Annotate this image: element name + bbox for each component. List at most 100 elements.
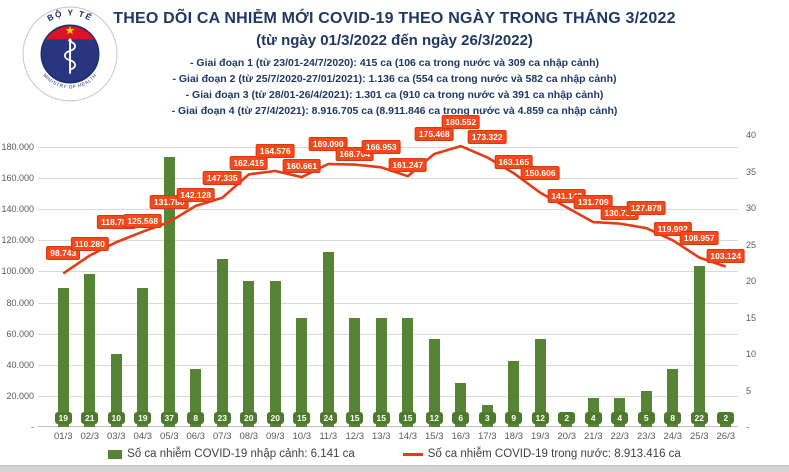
y-axis-tick-right: 40	[746, 130, 757, 140]
svg-text:BỘ Y TẾ: BỘ Y TẾ	[45, 7, 94, 23]
bar-value-label: 20	[266, 412, 284, 424]
bar-value-label: 22	[690, 412, 708, 424]
bar-value-label: 15	[372, 412, 390, 424]
x-axis-label: 15/3	[425, 431, 444, 442]
x-axis: 01/3 02/3 03/3 04/3 05/3 06/3 07/3 08/3 09/3 10/3…	[38, 431, 738, 445]
x-axis-label: 25/3	[690, 431, 709, 442]
bar-value-label: 4	[611, 412, 629, 424]
bar-value-label: 12	[531, 412, 549, 424]
bar-value-label: 12	[425, 412, 443, 424]
gridline	[38, 364, 738, 366]
phase-notes: - Giai đoạn 1 (từ 23/01-24/7/2020): 415 …	[0, 55, 789, 119]
x-axis-label: 13/3	[372, 431, 391, 442]
y-axis-tick-left: 40.000	[6, 359, 34, 370]
bar-value-label: 19	[54, 412, 72, 424]
gridline	[38, 209, 738, 211]
bar-nhap-canh	[534, 339, 546, 427]
line-value-label: 108.957	[679, 230, 719, 245]
legend-item: Số ca nhiễm COVID-19 trong nước: 8.913.4…	[402, 448, 681, 460]
x-axis-label: 20/3	[557, 431, 577, 442]
y-axis-tick-left: 120.000	[1, 235, 34, 246]
x-axis-label: 04/3	[133, 431, 153, 442]
line-value-label: 125.568	[123, 213, 163, 228]
bar-nhap-canh	[269, 281, 281, 427]
y-axis-tick-left: 160.000	[1, 173, 34, 184]
x-axis-label: 05/3	[160, 431, 179, 442]
line-value-label: 166.953	[361, 140, 401, 155]
y-axis-tick-left: -	[31, 422, 34, 432]
x-axis-label: 17/3	[478, 431, 497, 442]
bar-nhap-canh	[640, 390, 652, 427]
y-axis-tick-left: 60.000	[6, 328, 34, 339]
bar-nhap-canh	[84, 273, 96, 427]
bar-value-label: 20	[240, 412, 258, 424]
bar-value-label: 15	[346, 412, 364, 424]
y-axis-tick-left: 140.000	[1, 204, 34, 215]
bar-nhap-canh	[110, 354, 122, 427]
x-axis-label: 06/3	[186, 431, 206, 442]
bar-value-label: 15	[399, 412, 417, 424]
bar-nhap-canh	[296, 317, 308, 427]
x-axis-label: 19/3	[531, 431, 550, 442]
bar-value-label: 8	[187, 412, 205, 424]
bar-value-label: 4	[584, 412, 602, 424]
x-axis-label: 26/3	[716, 431, 736, 442]
line-value-label: 164.576	[255, 143, 295, 158]
x-axis-label: 09/3	[266, 431, 285, 442]
bar-value-label: 2	[717, 412, 735, 424]
legend-line-swatch	[402, 452, 423, 456]
x-axis-label: 22/3	[610, 431, 630, 442]
y-axis-tick-right: -	[746, 422, 749, 432]
chart-subtitle: (từ ngày 01/3/2022 đến ngày 26/3/2022)	[256, 32, 533, 49]
y-axis-tick-right: 5	[746, 385, 752, 396]
line-value-label: 142.128	[176, 187, 216, 202]
x-axis-label: 03/3	[107, 431, 126, 442]
line-value-label: 103.124	[706, 248, 746, 263]
x-axis-label: 23/3	[637, 431, 656, 442]
y-axis-right: 40 35 30 25 20 15 10 5 -	[746, 130, 776, 432]
bar-value-label: 5	[637, 412, 655, 424]
phase-note-3: - Giai đoạn 3 (từ 28/01-26/4/2021): 1.30…	[185, 89, 604, 101]
bar-nhap-canh	[428, 339, 440, 427]
bar-nhap-canh	[375, 317, 387, 427]
bar-value-label: 6	[452, 412, 470, 424]
x-axis-label: 21/3	[584, 431, 603, 442]
bar-nhap-canh	[57, 288, 69, 427]
line-value-label: 180.552	[441, 115, 481, 130]
y-axis-tick-right: 10	[746, 349, 757, 359]
bar-nhap-canh	[455, 383, 467, 427]
bar-value-label: 9	[505, 412, 523, 424]
bar-value-label: 37	[160, 412, 178, 424]
y-axis-tick-right: 25	[746, 239, 757, 250]
bar-nhap-canh	[402, 317, 414, 427]
y-axis-tick-left: 20.000	[6, 390, 34, 401]
x-axis-label: 24/3	[663, 431, 683, 442]
x-axis-label: 10/3	[292, 431, 312, 442]
bar-nhap-canh	[190, 368, 202, 427]
bar-value-label: 15	[293, 412, 311, 424]
gridline	[38, 271, 738, 273]
bar-nhap-canh	[667, 368, 679, 427]
line-value-label: 127.878	[626, 201, 666, 216]
y-axis-tick-right: 30	[746, 203, 757, 213]
plot-area: 98.743 110.280 118.780 125.568 131.780 142.12…	[38, 115, 746, 427]
line-value-label: 161.247	[388, 158, 428, 173]
moh-logo: BỘ Y TẾ MINISTRY OF HEALTH	[22, 6, 118, 102]
legend-item: Số ca nhiễm COVID-19 nhập cảnh: 6.141 ca	[108, 448, 355, 460]
gridline	[38, 395, 738, 397]
bar-nhap-canh	[322, 251, 334, 427]
logo-rod	[69, 38, 72, 74]
line-value-label: 173.322	[467, 130, 507, 145]
legend-bar-swatch	[108, 449, 123, 459]
x-axis-label: 11/3	[319, 431, 338, 442]
logo-red-band	[45, 26, 95, 40]
y-axis-left: 180.000 160.000 140.000 120.000 100.000 80.00…	[0, 135, 34, 432]
x-axis-label: 18/3	[504, 431, 524, 442]
bar-nhap-canh	[216, 259, 228, 427]
bar-value-label: 8	[664, 412, 682, 424]
bar-nhap-canh	[508, 361, 520, 427]
line-value-label: 175.468	[414, 127, 454, 142]
bar-value-label: 21	[81, 412, 99, 424]
bar-nhap-canh	[137, 288, 149, 427]
line-value-label: 110.280	[70, 237, 109, 252]
